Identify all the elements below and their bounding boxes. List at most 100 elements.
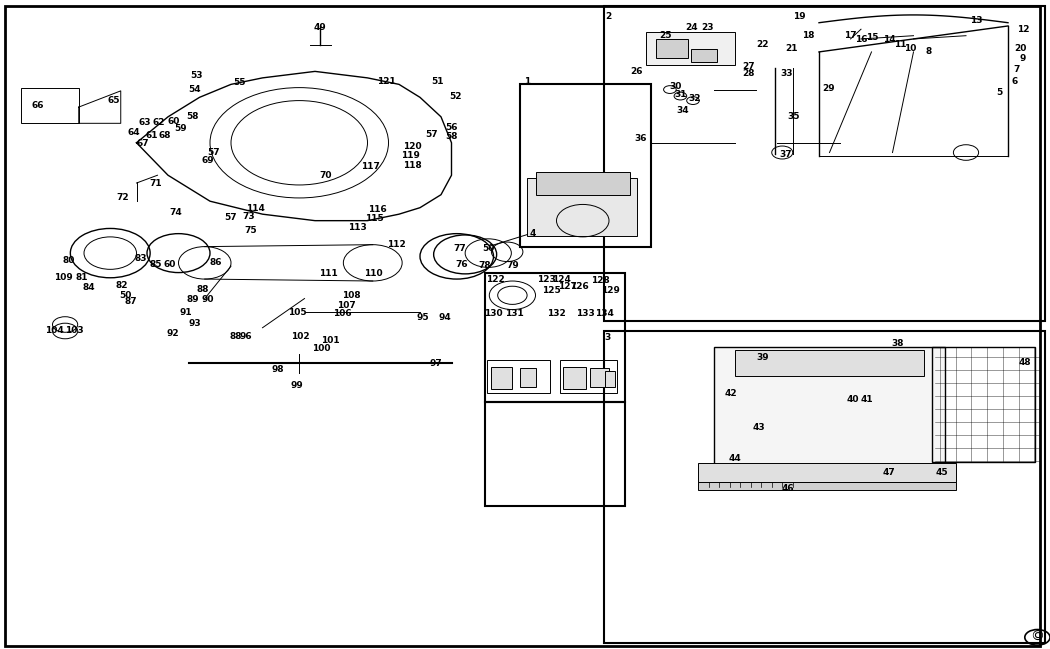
Text: 60: 60 — [167, 117, 180, 126]
Text: 5: 5 — [996, 88, 1003, 97]
Bar — [563, 367, 586, 389]
Text: 108: 108 — [342, 291, 361, 300]
Text: 41: 41 — [861, 395, 874, 404]
Text: 121: 121 — [377, 77, 396, 86]
Bar — [714, 347, 945, 467]
Text: 45: 45 — [936, 468, 948, 477]
Text: 132: 132 — [547, 309, 566, 318]
Text: 29: 29 — [822, 84, 835, 93]
Text: 104: 104 — [45, 326, 64, 336]
Text: 84: 84 — [83, 283, 96, 292]
Text: 106: 106 — [333, 309, 352, 318]
Text: 109: 109 — [54, 273, 72, 282]
Text: 9: 9 — [1020, 54, 1026, 63]
Text: 40: 40 — [846, 395, 859, 404]
Text: 59: 59 — [174, 124, 187, 133]
Text: 114: 114 — [246, 204, 265, 213]
Bar — [604, 331, 1045, 643]
Text: 23: 23 — [701, 23, 714, 32]
Text: 75: 75 — [245, 226, 257, 235]
Text: 4: 4 — [529, 229, 536, 238]
Text: 16: 16 — [855, 35, 867, 44]
Text: 42: 42 — [724, 389, 737, 398]
Text: 87: 87 — [125, 297, 138, 306]
Bar — [604, 6, 1045, 321]
Text: 2: 2 — [605, 12, 611, 21]
Text: 49: 49 — [314, 23, 327, 32]
Bar — [485, 273, 625, 402]
Text: 25: 25 — [659, 31, 672, 40]
Text: 77: 77 — [454, 244, 466, 253]
Text: 97: 97 — [429, 359, 442, 368]
Text: 103: 103 — [65, 326, 84, 336]
Text: 10: 10 — [904, 44, 917, 53]
Text: 90: 90 — [202, 295, 214, 304]
Text: 22: 22 — [756, 40, 769, 49]
Bar — [485, 402, 625, 506]
Text: 69: 69 — [202, 156, 214, 165]
Text: 27: 27 — [742, 62, 755, 71]
Text: 122: 122 — [486, 275, 505, 284]
Text: 13: 13 — [970, 16, 983, 25]
Text: 6: 6 — [1011, 77, 1017, 86]
Text: 99: 99 — [291, 381, 303, 390]
Bar — [646, 32, 735, 65]
Text: 66: 66 — [32, 101, 44, 110]
Text: 88: 88 — [230, 332, 243, 341]
Bar — [487, 360, 550, 393]
Text: 112: 112 — [387, 239, 406, 249]
Text: 68: 68 — [159, 131, 171, 140]
Text: 57: 57 — [225, 213, 237, 222]
Text: 34: 34 — [676, 106, 689, 115]
Text: 56: 56 — [445, 123, 458, 132]
Text: 32: 32 — [689, 94, 701, 103]
Text: 134: 134 — [595, 309, 614, 318]
Text: 88: 88 — [196, 285, 209, 294]
Text: 33: 33 — [780, 69, 793, 78]
Text: 54: 54 — [188, 85, 201, 94]
Text: 36: 36 — [634, 134, 647, 143]
Bar — [691, 49, 717, 62]
Bar — [698, 463, 956, 482]
Text: 83: 83 — [134, 254, 147, 263]
Text: 70: 70 — [319, 171, 332, 180]
Text: 38: 38 — [891, 339, 904, 349]
Text: 78: 78 — [479, 261, 491, 270]
Text: 44: 44 — [729, 454, 741, 463]
Text: 80: 80 — [62, 256, 75, 265]
Text: 92: 92 — [167, 329, 180, 338]
Text: 43: 43 — [753, 422, 765, 432]
Text: 67: 67 — [136, 139, 149, 148]
Text: 24: 24 — [686, 23, 698, 32]
Text: 8: 8 — [925, 47, 931, 56]
Text: 76: 76 — [456, 260, 468, 269]
Text: 39: 39 — [756, 353, 769, 362]
Bar — [932, 347, 1035, 462]
Text: 85: 85 — [149, 260, 162, 269]
Text: 50: 50 — [119, 291, 131, 300]
Text: 96: 96 — [239, 332, 252, 341]
Bar — [520, 368, 536, 387]
Text: 73: 73 — [243, 212, 255, 221]
Bar — [21, 88, 79, 123]
Text: 79: 79 — [506, 261, 519, 270]
Bar — [590, 368, 609, 387]
Text: 119: 119 — [401, 151, 420, 160]
Text: 89: 89 — [187, 295, 200, 304]
Text: 51: 51 — [432, 77, 444, 86]
Text: 98: 98 — [272, 365, 285, 374]
Text: 58: 58 — [445, 132, 458, 141]
Text: 127: 127 — [558, 282, 576, 291]
Text: 86: 86 — [209, 258, 222, 267]
Text: 120: 120 — [403, 141, 422, 151]
Text: 91: 91 — [180, 308, 192, 317]
Text: 124: 124 — [552, 275, 571, 284]
Text: 14: 14 — [883, 35, 896, 44]
Text: 31: 31 — [674, 90, 687, 99]
Text: 21: 21 — [785, 44, 798, 53]
Text: 61: 61 — [146, 131, 159, 140]
Text: 93: 93 — [189, 319, 202, 328]
Text: 55: 55 — [233, 78, 246, 87]
Text: 46: 46 — [781, 484, 794, 493]
Text: 62: 62 — [152, 117, 165, 127]
